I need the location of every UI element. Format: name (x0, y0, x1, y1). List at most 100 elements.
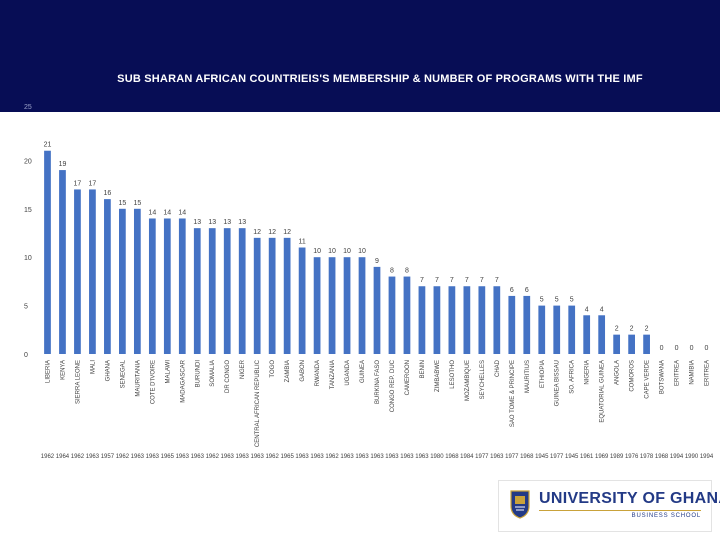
bar (328, 257, 336, 354)
membership-year-label: 1963 (86, 454, 100, 460)
membership-year-label: 1962 (325, 454, 339, 460)
y-tick-label: 10 (24, 255, 32, 262)
data-label: 10 (358, 248, 366, 255)
bar (433, 286, 441, 354)
membership-year-label: 1963 (400, 454, 414, 460)
bar (283, 237, 291, 354)
bar (553, 305, 561, 354)
bar (104, 199, 111, 354)
data-label: 6 (525, 287, 529, 294)
bar (59, 170, 66, 354)
membership-year-label: 1977 (475, 454, 489, 460)
x-tick-label: LIBERIA (45, 360, 51, 383)
data-label: 14 (163, 209, 171, 216)
membership-year-label: 1963 (415, 454, 429, 460)
data-label: 2 (645, 326, 649, 333)
x-tick-label: SO. AFRICA (570, 360, 576, 394)
x-tick-label: MAURITANIA (135, 360, 141, 397)
x-tick-label: ERITREA (675, 360, 681, 386)
data-label: 5 (555, 297, 559, 304)
chart-title: SUB SHARAN AFRICAN COUNTRIEIS'S MEMBERSH… (117, 73, 643, 85)
bar (643, 334, 650, 354)
data-label: 12 (283, 229, 291, 236)
data-label: 12 (268, 229, 276, 236)
data-label: 7 (495, 277, 499, 284)
bar (403, 276, 411, 354)
membership-year-label: 1980 (430, 454, 444, 460)
data-label: 7 (420, 277, 424, 284)
membership-year-label: 1945 (535, 454, 549, 460)
data-label: 19 (59, 161, 67, 168)
bar (598, 315, 606, 354)
x-tick-label: TOGO (270, 360, 276, 378)
x-tick-label: BOTSWANA (660, 360, 666, 394)
x-tick-label: SENEGAL (120, 359, 126, 388)
bar (268, 237, 276, 354)
data-label: 8 (390, 268, 394, 275)
x-tick-label: MALI (90, 360, 96, 374)
x-tick-label: CAPE VERDE (645, 360, 651, 399)
bar (133, 208, 141, 354)
x-tick-label: ERITREA (705, 360, 711, 386)
data-label: 10 (328, 248, 336, 255)
x-tick-label: NIGERIA (585, 360, 591, 385)
x-tick-label: CAMEROON (405, 360, 411, 395)
bar (89, 189, 96, 354)
data-label: 7 (465, 277, 469, 284)
data-label: 2 (615, 326, 619, 333)
data-label: 14 (148, 209, 156, 216)
bar (208, 228, 216, 354)
x-tick-label: ETHIOPIA (540, 360, 546, 388)
x-tick-label: SEYCHELLES (480, 360, 486, 399)
membership-year-label: 1963 (250, 454, 264, 460)
y-tick-label: 15 (24, 207, 32, 214)
x-tick-label: ZAMBIA (285, 360, 291, 382)
bar (493, 286, 501, 354)
bar (613, 334, 621, 354)
membership-year-label: 1965 (280, 454, 294, 460)
bar (148, 218, 156, 354)
bar (508, 295, 516, 354)
bar (343, 257, 351, 354)
membership-year-label: 1963 (370, 454, 384, 460)
x-tick-label: MOZAMBIQUE (465, 360, 471, 401)
x-tick-label: MAURITIUS (525, 360, 531, 393)
data-label: 4 (600, 306, 604, 313)
membership-year-label: 1963 (221, 454, 235, 460)
data-label: 15 (133, 200, 141, 207)
bar (448, 286, 456, 354)
bar (298, 247, 306, 354)
membership-year-label: 1962 (206, 454, 220, 460)
data-label: 6 (510, 287, 514, 294)
membership-year-label: 1962 (265, 454, 279, 460)
x-tick-label: SOMALIA (210, 360, 216, 387)
university-logo: UNIVERSITY OF GHANA BUSINESS SCHOOL (498, 480, 720, 532)
x-tick-label: EQUATORIAL GUINEA (600, 360, 606, 423)
bar (388, 276, 396, 354)
membership-year-label: 1968 (655, 454, 669, 460)
data-label: 12 (253, 229, 261, 236)
bar (223, 228, 231, 354)
data-label: 16 (104, 190, 112, 197)
data-label: 17 (89, 180, 97, 187)
membership-year-label: 1978 (640, 454, 654, 460)
x-tick-label: GUINEA (360, 360, 366, 383)
x-tick-label: BENIN (420, 360, 426, 378)
bar (478, 286, 486, 354)
membership-year-label: 1994 (700, 454, 714, 460)
membership-year-label: 1984 (460, 454, 474, 460)
membership-year-label: 1963 (146, 454, 160, 460)
membership-year-label: 1963 (340, 454, 354, 460)
membership-year-label: 1968 (520, 454, 534, 460)
bar-chart: 0510152021LIBERIA196219KENYA196417SIERRA… (24, 142, 714, 460)
data-label: 7 (435, 277, 439, 284)
x-tick-label: SAO TOME & PRINCIPE (510, 360, 516, 427)
y-tick-label: 0 (24, 352, 28, 359)
membership-year-label: 1994 (670, 454, 684, 460)
membership-year-label: 1968 (445, 454, 459, 460)
x-tick-label: SIERRA LEONE (75, 360, 81, 404)
bar (538, 305, 546, 354)
bar (193, 228, 201, 354)
data-label: 8 (405, 268, 409, 275)
x-tick-label: BURUNDI (195, 360, 201, 388)
